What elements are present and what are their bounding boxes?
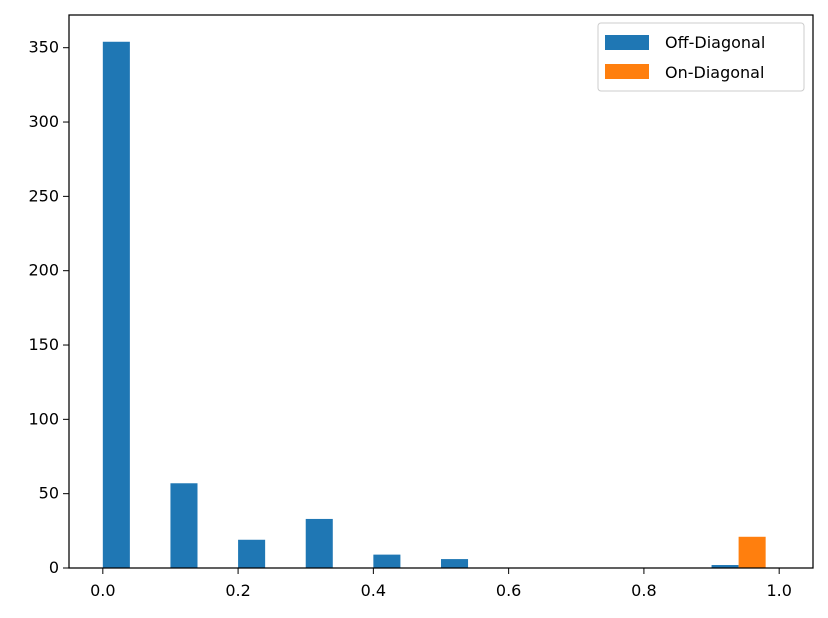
- y-tick-label-3: 150: [28, 335, 59, 354]
- bars-layer: [102, 41, 766, 568]
- x-tick-label-1: 0.2: [225, 581, 250, 600]
- bar-off-diagonal-bin-0: [102, 41, 130, 568]
- legend-swatch-off-diagonal: [605, 35, 649, 50]
- bar-off-diagonal-bin-9: [711, 565, 739, 568]
- legend-box: [597, 22, 805, 92]
- x-tick-label-3: 0.6: [496, 581, 521, 600]
- y-tick-label-2: 100: [28, 409, 59, 428]
- legend: Off-Diagonal On-Diagonal: [597, 22, 805, 92]
- legend-swatch-on-diagonal: [605, 64, 649, 79]
- y-axis-ticks: 0 50 100 150 200 250 300 350: [28, 38, 69, 577]
- x-tick-label-0: 0.0: [90, 581, 115, 600]
- bar-on-diagonal-bin-9: [738, 536, 766, 568]
- plot-frame: [68, 14, 814, 569]
- y-tick-label-0: 0: [49, 558, 59, 577]
- x-tick-label-4: 0.8: [631, 581, 656, 600]
- x-tick-label-2: 0.4: [361, 581, 386, 600]
- legend-label-on-diagonal: On-Diagonal: [665, 63, 764, 82]
- bar-off-diagonal-bin-2: [238, 539, 266, 568]
- y-tick-label-6: 300: [28, 112, 59, 131]
- y-tick-label-5: 250: [28, 186, 59, 205]
- y-tick-label-7: 350: [28, 38, 59, 57]
- x-tick-label-5: 1.0: [766, 581, 791, 600]
- bar-off-diagonal-bin-3: [305, 518, 333, 568]
- bar-off-diagonal-bin-1: [170, 483, 198, 568]
- bar-off-diagonal-bin-4: [373, 554, 401, 568]
- x-axis-ticks: 0.0 0.2 0.4 0.6 0.8 1.0: [90, 568, 792, 600]
- y-tick-label-4: 200: [28, 261, 59, 280]
- bar-off-diagonal-bin-5: [441, 559, 469, 568]
- legend-label-off-diagonal: Off-Diagonal: [665, 33, 765, 52]
- y-tick-label-1: 50: [39, 484, 59, 503]
